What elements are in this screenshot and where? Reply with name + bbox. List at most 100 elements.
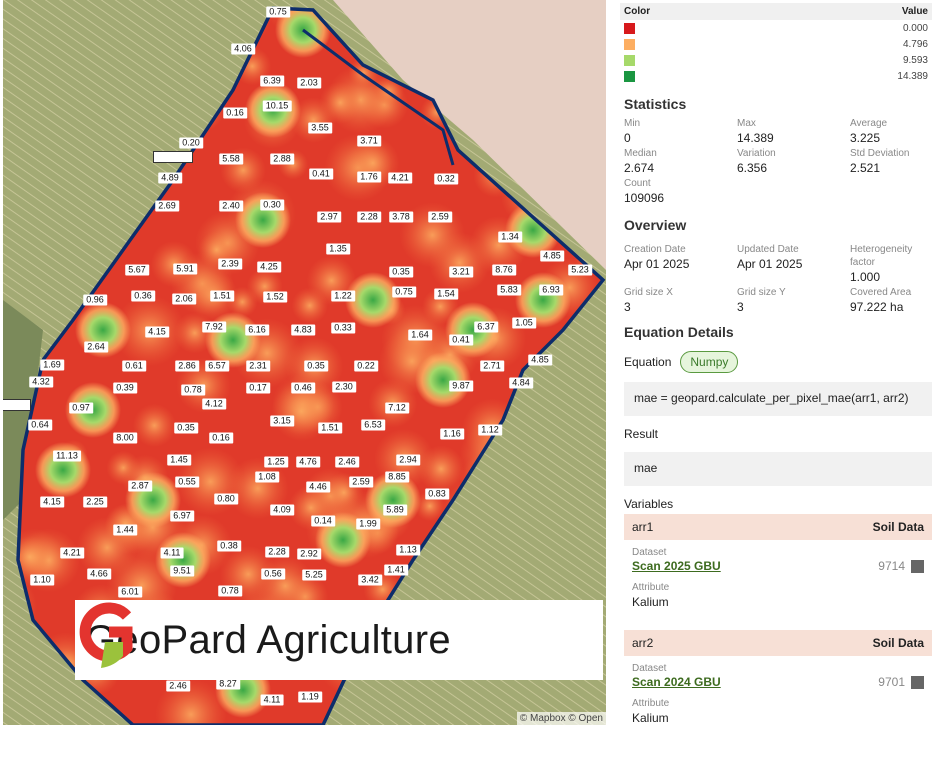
legend-value: 9.593 — [902, 54, 928, 66]
attribute-value: Kalium — [632, 595, 669, 609]
map-value-label: 2.28 — [265, 546, 289, 558]
dataset-link[interactable]: Scan 2025 GBU — [632, 559, 721, 573]
map-value-label: 1.52 — [263, 291, 287, 303]
heatmap-high-zone — [155, 532, 211, 588]
numpy-badge: Numpy — [680, 351, 739, 373]
map-value-label: 6.16 — [245, 324, 269, 336]
statistics-item: Variation 6.356 — [737, 147, 850, 176]
map-value-label: 0.55 — [175, 476, 199, 488]
map-value-label: 4.12 — [202, 398, 226, 410]
geopard-logo: GeoPard Agriculture — [75, 600, 603, 680]
map-value-label: 8.27 — [216, 678, 240, 690]
dataset-link[interactable]: Scan 2024 GBU — [632, 675, 721, 689]
details-panel: Color Value 0.000 4.796 9.593 14.389 Statist… — [620, 0, 932, 730]
dataset-label: Dataset — [632, 547, 667, 558]
map-value-label: 1.12 — [478, 424, 502, 436]
field-boundary — [16, 6, 606, 725]
map-view[interactable]: 0.75 4.06 6.39 2.03 10.15 0.16 3.55 3.71 0.20 5.5… — [3, 0, 606, 725]
overview-item: Covered Area 97.222 ha — [850, 286, 936, 315]
map-value-label: 4.83 — [291, 324, 315, 336]
heatmap-blob — [417, 445, 465, 493]
map-value-label: 4.85 — [540, 250, 564, 262]
attribute-label: Attribute — [632, 582, 670, 593]
map-value-label: 1.54 — [434, 288, 458, 300]
variable-header: arr1 Soil Data — [624, 514, 932, 540]
legend-item: 4.796 — [620, 36, 932, 52]
stat-label: Count — [624, 178, 651, 189]
map-value-label: 2.86 — [175, 360, 199, 372]
map-value-label: 9.87 — [449, 380, 473, 392]
map-value-label: 0.39 — [113, 382, 137, 394]
map-value-label: 2.69 — [155, 200, 179, 212]
map-value-label: 1.16 — [440, 428, 464, 440]
map-value-label: 0.17 — [246, 382, 270, 394]
map-value-label: 2.94 — [396, 454, 420, 466]
equation-code: mae = geopard.calculate_per_pixel_mae(ar… — [624, 382, 932, 416]
map-value-label: 6.39 — [260, 75, 284, 87]
map-value-label: 5.58 — [219, 153, 243, 165]
map-value-label: 1.19 — [298, 691, 322, 703]
map-value-label: 5.83 — [497, 284, 521, 296]
dataset-id-value: 9714 — [878, 559, 905, 573]
map-value-label: 0.36 — [131, 290, 155, 302]
dataset-row: Scan 2025 GBU 9714 — [632, 559, 924, 573]
map-value-label: 4.32 — [29, 376, 53, 388]
variable-body: Dataset Scan 2025 GBU 9714 Attribute Kalium — [620, 540, 932, 630]
heatmap-blob — [319, 81, 362, 124]
legend-swatch — [624, 70, 635, 82]
map-value-label: 1.13 — [396, 544, 420, 556]
select-area-icon[interactable] — [911, 675, 924, 689]
variables-list: arr1 Soil Data Dataset Scan 2025 GBU 9714 Att… — [620, 514, 932, 730]
map-value-label: 2.87 — [128, 480, 152, 492]
map-value-label: 0.20 — [179, 137, 203, 149]
map-value-label: 1.25 — [264, 456, 288, 468]
map-value-label: 1.35 — [326, 243, 350, 255]
equation-title: Equation Details — [624, 324, 734, 340]
map-value-label: 2.92 — [297, 548, 321, 560]
map-value-label: 4.11 — [160, 547, 184, 559]
stat-value: 97.222 ha — [850, 300, 904, 314]
legend-value: 14.389 — [897, 70, 928, 82]
stat-label: Heterogeneity factor — [850, 244, 913, 268]
map-value-label: 3.55 — [308, 122, 332, 134]
map-value-label: 1.99 — [356, 518, 380, 530]
map-value-label: 0.16 — [223, 107, 247, 119]
variable-name: arr1 — [632, 520, 654, 534]
select-area-icon[interactable] — [911, 559, 924, 573]
variable-name: arr2 — [632, 636, 654, 650]
map-value-label: 6.53 — [361, 419, 385, 431]
heatmap-blob — [132, 403, 177, 448]
legend-swatch — [624, 38, 635, 50]
map-value-label: 0.96 — [83, 294, 107, 306]
logo-text: GeoPard Agriculture — [85, 617, 451, 662]
map-value-label: 1.51 — [210, 290, 234, 302]
map-value-label: 0.38 — [217, 540, 241, 552]
stat-label: Average — [850, 118, 888, 129]
map-value-label: 5.25 — [302, 569, 326, 581]
dataset-row: Scan 2024 GBU 9701 — [632, 675, 924, 689]
map-value-label: 8.76 — [492, 264, 516, 276]
map-value-label: 4.15 — [40, 496, 64, 508]
map-value-label: 4.11 — [260, 694, 284, 706]
map-value-label: 0.97 — [69, 402, 93, 414]
map-value-label: 0.16 — [209, 432, 233, 444]
map-value-label: 2.40 — [219, 200, 243, 212]
map-value-label: 0.30 — [260, 199, 284, 211]
equation-label: Equation — [624, 355, 672, 369]
map-value-label: 6.93 — [539, 284, 563, 296]
heatmap-blob — [155, 678, 227, 725]
geopard-logo-icon — [79, 602, 133, 668]
map-value-label: 0.78 — [218, 585, 242, 597]
stat-value: 2.521 — [850, 161, 881, 175]
dataset-id: 9701 — [878, 675, 924, 689]
stat-value: 109096 — [624, 191, 665, 205]
map-value-label: 4.84 — [509, 377, 533, 389]
stat-value: 0 — [624, 131, 631, 145]
map-attribution[interactable]: © Mapbox © Open — [516, 712, 606, 725]
legend-swatch — [624, 22, 635, 34]
map-value-label: 6.37 — [474, 321, 498, 333]
overview-grid: Creation Date Apr 01 2025 Updated Date Apr … — [620, 243, 932, 315]
stat-value: 2.674 — [624, 161, 655, 175]
statistics-item: Min 0 — [624, 117, 737, 146]
map-value-label: 6.97 — [170, 510, 194, 522]
